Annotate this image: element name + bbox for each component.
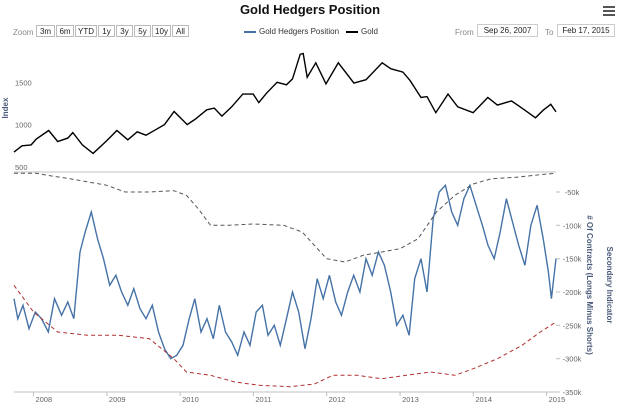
secondary-axis-title: Secondary Indicator xyxy=(605,247,614,324)
x-tick-label: 2015 xyxy=(549,395,566,404)
zoom-button-3y[interactable]: 3y xyxy=(116,25,133,37)
from-label: From xyxy=(455,28,474,37)
top-y-tick-label: 1000 xyxy=(15,121,32,130)
series-line-upper-band xyxy=(14,172,557,263)
x-tick-label: 2013 xyxy=(402,395,419,404)
top-y-tick-label: 1500 xyxy=(15,78,32,87)
bottom-y-tick-label: -100k xyxy=(563,221,582,230)
bottom-y-tick-label: -300k xyxy=(563,355,582,364)
bottom-y-tick-label: -350k xyxy=(563,388,582,397)
zoom-button-1y[interactable]: 1y xyxy=(98,25,115,37)
legend-item-gold[interactable]: Gold xyxy=(361,27,378,36)
series-line-gold-hedgers-position xyxy=(13,183,557,360)
to-label: To xyxy=(545,28,554,37)
legend-line-hedgers xyxy=(244,31,256,33)
bottom-y-tick-label: -50k xyxy=(565,188,580,197)
x-tick-label: 2012 xyxy=(329,395,346,404)
zoom-button-10y[interactable]: 10y xyxy=(152,25,171,37)
zoom-button-6m[interactable]: 6m xyxy=(56,25,74,37)
bottom-y-tick-label: -150k xyxy=(563,255,582,264)
x-tick-label: 2010 xyxy=(182,395,199,404)
hamburger-menu-icon[interactable] xyxy=(603,6,615,16)
from-date-input[interactable]: Sep 26, 2007 xyxy=(477,24,538,37)
zoom-button-all[interactable]: All xyxy=(172,25,189,37)
to-date-input[interactable]: Feb 17, 2015 xyxy=(557,24,615,37)
series-line-gold xyxy=(13,52,557,155)
bottom-y-tick-label: -200k xyxy=(563,288,582,297)
x-tick-label: 2011 xyxy=(255,395,271,404)
bottom-y-tick-label: -250k xyxy=(563,321,582,330)
chart-title: Gold Hedgers Position xyxy=(239,2,381,17)
x-tick-label: 2014 xyxy=(475,395,492,404)
zoom-button-3m[interactable]: 3m xyxy=(36,25,55,37)
zoom-button-ytd[interactable]: YTD xyxy=(75,25,97,37)
series-line-lower-band xyxy=(13,285,557,388)
x-tick-label: 2008 xyxy=(35,395,52,404)
top-y-axis-title: Index xyxy=(1,97,10,118)
legend-line-gold xyxy=(346,31,358,33)
top-y-tick-label: 500 xyxy=(15,163,28,172)
x-tick-label: 2009 xyxy=(109,395,126,404)
zoom-label: Zoom xyxy=(13,28,34,37)
zoom-button-5y[interactable]: 5y xyxy=(134,25,151,37)
bottom-y-axis-title: # Of Contracts (Longs Minus Shorts) xyxy=(585,215,594,355)
legend-item-hedgers[interactable]: Gold Hedgers Position xyxy=(259,27,340,36)
